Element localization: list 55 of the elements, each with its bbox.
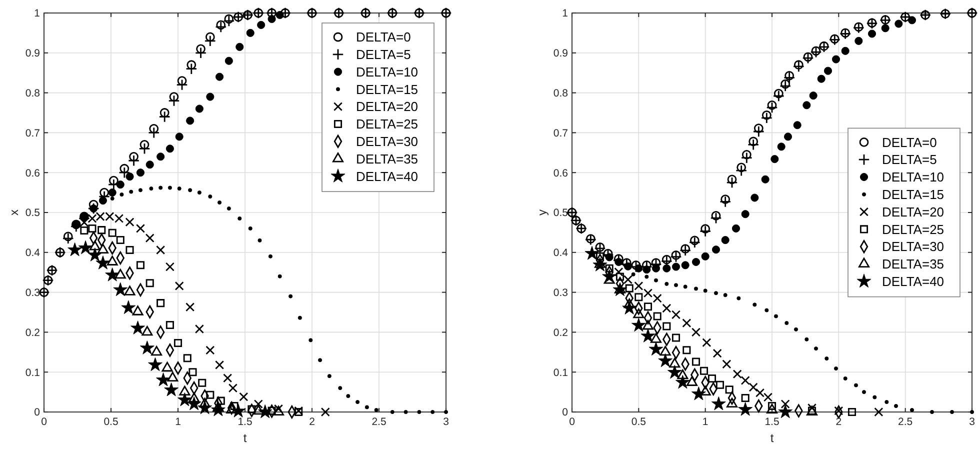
y-tick-label: 1 (562, 8, 568, 20)
y-axis-title: x (7, 210, 21, 216)
x-axis-title: t (243, 431, 248, 445)
legend-label: DELTA=30 (882, 239, 944, 254)
y-tick-label: 0.9 (25, 48, 40, 60)
y-tick-label: 0.1 (25, 366, 40, 379)
y-tick-label: 0 (562, 406, 568, 419)
x-tick-label: 1 (702, 416, 708, 428)
legend-label: DELTA=35 (882, 256, 944, 272)
legend-label: DELTA=40 (356, 168, 418, 184)
legend-label: DELTA=35 (356, 151, 418, 166)
x-tick-label: 1.5 (238, 416, 252, 428)
x-tick-label: 2 (309, 416, 316, 428)
x-axis-title: t (770, 431, 774, 445)
legend-label: DELTA=5 (356, 46, 411, 62)
legend-label: DELTA=25 (356, 116, 418, 132)
y-axis-title: y (535, 210, 549, 216)
legend-label: DELTA=20 (356, 99, 418, 114)
y-tick-label: 0.2 (553, 326, 568, 339)
legend-label: DELTA=30 (356, 134, 418, 149)
y-tick-label: 0 (34, 406, 40, 419)
legend-label: DELTA=40 (882, 274, 944, 289)
y-tick-label: 1 (34, 8, 40, 20)
x-tick-label: 3 (969, 416, 976, 428)
y-tick-label: 0.8 (553, 87, 568, 100)
legend-label: DELTA=15 (356, 82, 418, 97)
y-tick-label: 0.8 (25, 87, 40, 100)
legend-label: DELTA=20 (882, 204, 944, 220)
x-tick-label: 1 (175, 416, 182, 428)
legend-label: DELTA=0 (356, 30, 411, 45)
y-tick-label: 0.5 (25, 207, 40, 220)
legend-label: DELTA=0 (882, 134, 937, 150)
x-tick-label: 2.5 (372, 416, 386, 428)
x-tick-label: 0.5 (104, 416, 118, 428)
y-tick-label: 0.7 (553, 127, 568, 140)
y-tick-label: 0.1 (553, 366, 568, 379)
x-tick-label: 1.5 (764, 416, 780, 428)
legend-label: DELTA=10 (356, 64, 418, 80)
y-tick-label: 0.5 (553, 207, 568, 220)
x-tick-label: 0.5 (631, 416, 646, 428)
legend-label: DELTA=15 (882, 186, 944, 202)
legend-label: DELTA=25 (882, 222, 944, 237)
legend-label: DELTA=5 (882, 152, 937, 168)
y-tick-label: 0.9 (553, 48, 568, 60)
y-tick-label: 0.2 (25, 326, 40, 339)
y-tick-label: 0.7 (25, 127, 40, 140)
x-tick-label: 3 (443, 416, 450, 428)
x-tick-label: 2.5 (898, 416, 913, 428)
legend-label: DELTA=10 (882, 170, 944, 185)
y-tick-label: 0.6 (553, 167, 568, 180)
y-tick-label: 0.4 (553, 247, 568, 260)
y-tick-label: 0.4 (25, 247, 40, 260)
y-tick-label: 0.3 (553, 286, 568, 299)
y-tick-label: 0.6 (25, 167, 40, 180)
y-tick-label: 0.3 (25, 286, 40, 299)
